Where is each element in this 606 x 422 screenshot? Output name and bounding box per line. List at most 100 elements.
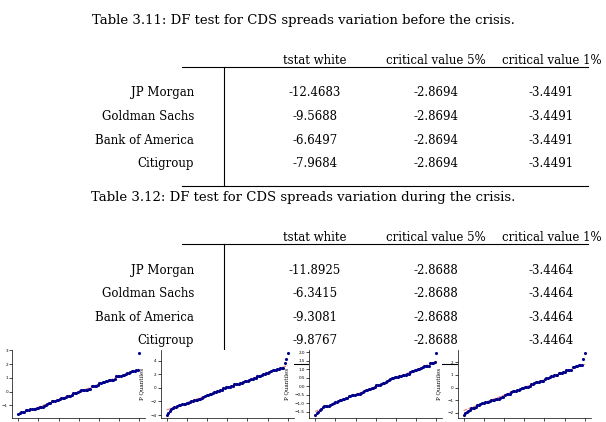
Point	[575, 362, 585, 368]
Point	[219, 385, 228, 392]
Text: Bank of America: Bank of America	[95, 134, 194, 147]
Point	[203, 391, 213, 398]
Point	[199, 393, 208, 400]
Point	[110, 376, 119, 382]
Point	[265, 368, 275, 375]
Point	[242, 378, 251, 384]
Point	[341, 395, 351, 402]
Text: -2.8688: -2.8688	[414, 311, 459, 324]
Point	[281, 355, 291, 362]
Point	[325, 402, 335, 408]
Point	[565, 366, 574, 373]
Point	[102, 377, 112, 384]
Point	[336, 397, 346, 403]
Text: -9.5688: -9.5688	[293, 110, 338, 123]
Point	[499, 393, 508, 400]
Point	[391, 373, 401, 380]
Point	[165, 408, 175, 414]
Point	[408, 367, 418, 374]
Point	[176, 401, 185, 408]
Point	[546, 373, 556, 380]
Point	[118, 371, 127, 378]
Text: -2.8694: -2.8694	[414, 110, 459, 123]
Point	[574, 362, 584, 369]
Point	[33, 405, 43, 411]
Point	[555, 370, 565, 376]
Point	[112, 373, 121, 380]
Text: -2.8694: -2.8694	[414, 87, 459, 100]
Point	[245, 376, 255, 383]
Point	[551, 372, 561, 379]
Point	[232, 381, 242, 387]
Point	[473, 402, 482, 408]
Point	[173, 402, 182, 409]
Point	[36, 403, 46, 410]
Point	[13, 411, 23, 417]
Point	[562, 367, 571, 373]
Point	[183, 400, 193, 406]
Point	[243, 378, 253, 384]
Point	[187, 398, 196, 405]
Point	[379, 379, 389, 386]
Point	[45, 399, 55, 406]
Point	[467, 405, 476, 411]
Point	[280, 360, 290, 366]
Point	[344, 393, 354, 400]
Point	[249, 375, 259, 382]
Point	[191, 397, 201, 403]
Point	[416, 365, 426, 372]
Point	[107, 377, 116, 384]
Point	[422, 363, 432, 370]
Point	[223, 384, 233, 390]
Point	[549, 372, 559, 379]
Point	[421, 363, 430, 370]
Point	[92, 382, 101, 389]
Point	[322, 403, 332, 409]
Text: -2.8688: -2.8688	[414, 264, 459, 277]
Point	[53, 396, 63, 403]
Point	[124, 370, 133, 376]
Text: -11.8925: -11.8925	[289, 264, 341, 277]
Point	[338, 395, 348, 402]
Point	[464, 408, 473, 414]
Point	[269, 367, 279, 374]
Point	[104, 377, 113, 384]
Point	[258, 371, 268, 378]
Point	[491, 395, 501, 402]
Point	[396, 372, 406, 379]
Point	[514, 386, 524, 393]
Text: -3.4491: -3.4491	[529, 134, 574, 147]
Point	[190, 397, 199, 403]
Point	[22, 406, 32, 413]
Point	[177, 401, 187, 408]
Point	[461, 410, 470, 417]
Point	[15, 410, 25, 417]
Text: critical value 1%: critical value 1%	[502, 54, 601, 67]
Point	[388, 374, 398, 381]
Point	[76, 387, 86, 394]
Point	[130, 367, 139, 374]
Point	[578, 356, 588, 362]
Point	[493, 395, 502, 402]
Point	[84, 386, 93, 392]
Point	[345, 392, 355, 399]
Text: -2.8694: -2.8694	[414, 134, 459, 147]
Point	[239, 379, 248, 386]
Point	[122, 370, 132, 377]
Point	[543, 375, 553, 382]
Text: tstat white: tstat white	[284, 54, 347, 67]
Point	[56, 395, 66, 401]
Point	[559, 369, 568, 376]
Point	[127, 368, 136, 374]
Point	[38, 403, 48, 410]
Point	[367, 385, 377, 392]
Point	[418, 364, 427, 371]
Point	[519, 385, 528, 392]
Point	[482, 399, 491, 406]
Point	[68, 390, 78, 397]
Point	[254, 373, 264, 379]
Point	[310, 411, 320, 418]
Point	[246, 376, 256, 383]
Point	[370, 384, 380, 390]
Text: -12.4683: -12.4683	[289, 87, 341, 100]
